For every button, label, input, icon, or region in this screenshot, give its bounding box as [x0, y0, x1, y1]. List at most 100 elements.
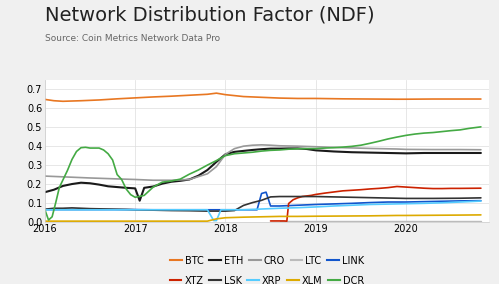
XRP — [267, 207, 273, 210]
LSK — [267, 195, 273, 199]
XLM — [457, 213, 463, 217]
ETH — [276, 147, 282, 150]
LSK — [232, 209, 238, 212]
XTZ — [299, 195, 305, 198]
ETH — [141, 186, 147, 189]
CRO — [295, 145, 301, 148]
CRO — [214, 165, 220, 168]
XTZ — [394, 185, 400, 188]
LTC — [430, 219, 436, 223]
XRP — [223, 208, 229, 212]
CRO — [313, 145, 319, 149]
XLM — [241, 216, 247, 219]
XLM — [132, 220, 138, 223]
LSK — [132, 208, 138, 212]
DCR — [285, 147, 291, 151]
XRP — [331, 204, 337, 208]
XLM — [205, 220, 211, 223]
ETH — [223, 153, 229, 156]
ETH — [205, 168, 211, 172]
BTC — [313, 97, 319, 100]
LINK — [403, 200, 409, 204]
LINK — [304, 203, 310, 206]
LTC — [385, 219, 391, 223]
LSK — [168, 209, 174, 212]
CRO — [258, 143, 264, 147]
XTZ — [403, 185, 409, 189]
XTZ — [457, 187, 463, 190]
BTC — [96, 98, 102, 102]
LTC — [367, 219, 373, 223]
XTZ — [295, 196, 301, 200]
LINK — [263, 191, 269, 194]
LSK — [150, 208, 156, 212]
BTC — [214, 91, 220, 95]
XTZ — [448, 187, 454, 190]
BTC — [132, 96, 138, 100]
XTZ — [340, 189, 346, 193]
Line: XTZ: XTZ — [270, 187, 481, 221]
LSK — [87, 207, 93, 210]
CRO — [403, 148, 409, 151]
XRP — [114, 208, 120, 212]
ETH — [132, 187, 138, 190]
BTC — [394, 97, 400, 101]
ETH — [267, 147, 273, 150]
ETH — [304, 147, 310, 151]
Line: BTC: BTC — [45, 93, 481, 101]
BTC — [340, 97, 346, 101]
LSK — [367, 196, 373, 199]
XRP — [421, 202, 427, 205]
LSK — [223, 209, 229, 213]
LSK — [258, 199, 264, 202]
LINK — [87, 208, 93, 211]
ETH — [196, 174, 202, 178]
ETH — [42, 191, 48, 194]
CRO — [478, 148, 484, 151]
ETH — [177, 179, 183, 183]
XLM — [42, 220, 48, 223]
XRP — [211, 219, 217, 222]
BTC — [258, 96, 264, 99]
XRP — [232, 208, 238, 212]
XLM — [214, 217, 220, 221]
XRP — [276, 206, 282, 210]
CRO — [367, 147, 373, 150]
LTC — [331, 219, 337, 223]
ETH — [214, 160, 220, 164]
ETH — [285, 147, 291, 150]
ETH — [478, 151, 484, 155]
LSK — [349, 196, 355, 199]
Line: DCR: DCR — [45, 127, 481, 220]
XRP — [205, 208, 211, 212]
XLM — [223, 216, 229, 220]
LSK — [478, 196, 484, 200]
XRP — [250, 208, 255, 211]
CRO — [276, 144, 282, 147]
XTZ — [267, 219, 273, 223]
ETH — [159, 182, 165, 185]
LINK — [421, 200, 427, 203]
DCR — [478, 125, 484, 129]
BTC — [78, 99, 84, 103]
LSK — [250, 201, 255, 204]
CRO — [250, 143, 255, 147]
BTC — [51, 99, 57, 103]
XTZ — [349, 189, 355, 192]
XLM — [87, 220, 93, 223]
CRO — [241, 145, 247, 148]
CRO — [340, 146, 346, 149]
XLM — [340, 214, 346, 218]
ETH — [186, 178, 192, 181]
LINK — [205, 208, 211, 212]
LINK — [241, 208, 247, 212]
LSK — [69, 206, 75, 210]
Text: Network Distribution Factor (NDF): Network Distribution Factor (NDF) — [45, 6, 375, 25]
CRO — [42, 174, 48, 178]
LINK — [258, 192, 264, 195]
XLM — [258, 215, 264, 218]
BTC — [168, 95, 174, 98]
LSK — [295, 195, 301, 198]
XTZ — [308, 194, 314, 197]
DCR — [128, 193, 134, 196]
